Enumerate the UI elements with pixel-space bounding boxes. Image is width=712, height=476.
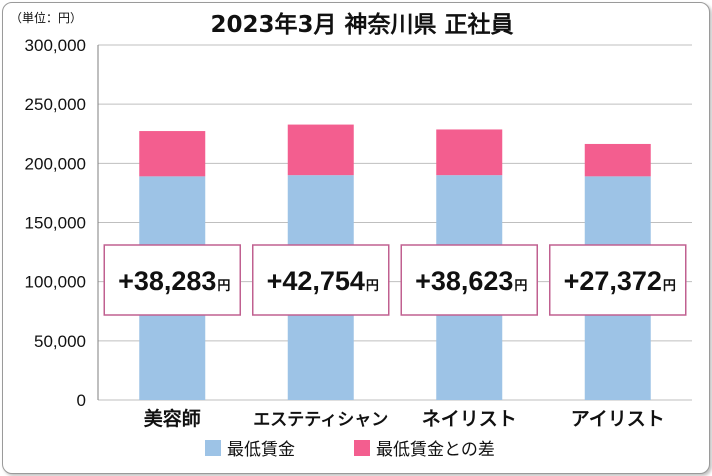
data-labels: +38,283円 +42,754円 +38,623円 +27,372円 bbox=[103, 244, 687, 316]
legend-item: 最低賃金 bbox=[205, 440, 295, 460]
data-label-value: +27,372 bbox=[564, 266, 662, 296]
y-tick-label: 150,000 bbox=[25, 214, 86, 233]
data-label-text: +38,283円 bbox=[118, 266, 230, 296]
x-category-label: ネイリスト bbox=[422, 408, 517, 430]
y-tick-label: 300,000 bbox=[25, 36, 86, 55]
data-label-box bbox=[103, 244, 241, 316]
legend-swatch bbox=[354, 440, 370, 456]
legend-label: 最低賃金との差 bbox=[376, 440, 495, 460]
x-category-label: 美容師 bbox=[144, 407, 201, 430]
data-label-box bbox=[400, 244, 538, 316]
y-axis: 0 50,000 100,000 150,000 200,000 250,000 300,0… bbox=[25, 36, 99, 410]
y-tick-label: 250,000 bbox=[25, 95, 86, 114]
data-label-text: +42,754円 bbox=[267, 266, 379, 296]
y-tick-label: 50,000 bbox=[34, 332, 86, 351]
data-label-text: +38,623円 bbox=[415, 266, 527, 296]
x-axis-categories: 美容師 エステティシャン ネイリスト アイリスト bbox=[144, 407, 665, 430]
bar-diff bbox=[287, 124, 354, 176]
bar-diff bbox=[436, 129, 503, 176]
data-label-unit: 円 bbox=[514, 279, 527, 294]
data-label-box bbox=[252, 244, 390, 316]
legend-label: 最低賃金 bbox=[227, 440, 295, 460]
data-label: +27,372円 bbox=[549, 244, 687, 316]
data-label-unit: 円 bbox=[217, 279, 230, 294]
bar-diff bbox=[139, 131, 206, 177]
y-tick-label: 0 bbox=[77, 391, 86, 410]
x-category-label: エステティシャン bbox=[253, 410, 388, 430]
legend-item: 最低賃金との差 bbox=[354, 440, 495, 460]
unit-label: （単位：円） bbox=[10, 10, 82, 25]
bar-diff bbox=[584, 143, 651, 177]
data-label: +42,754円 bbox=[252, 244, 390, 316]
data-label: +38,283円 bbox=[103, 244, 241, 316]
legend-swatch bbox=[205, 440, 221, 456]
y-tick-label: 100,000 bbox=[25, 273, 86, 292]
data-label-value: +38,623 bbox=[415, 266, 513, 296]
x-category-label: アイリスト bbox=[571, 408, 665, 430]
chart-title: 2023年3月 神奈川県 正社員 bbox=[210, 11, 513, 38]
data-label-value: +38,283 bbox=[118, 266, 216, 296]
data-label: +38,623円 bbox=[400, 244, 538, 316]
data-label-text: +27,372円 bbox=[564, 266, 676, 296]
y-tick-label: 200,000 bbox=[25, 154, 86, 173]
legend: 最低賃金 最低賃金との差 bbox=[205, 440, 495, 460]
data-label-unit: 円 bbox=[366, 279, 379, 294]
data-label-box bbox=[549, 244, 687, 316]
data-label-value: +42,754 bbox=[267, 266, 365, 296]
data-label-unit: 円 bbox=[663, 279, 676, 294]
